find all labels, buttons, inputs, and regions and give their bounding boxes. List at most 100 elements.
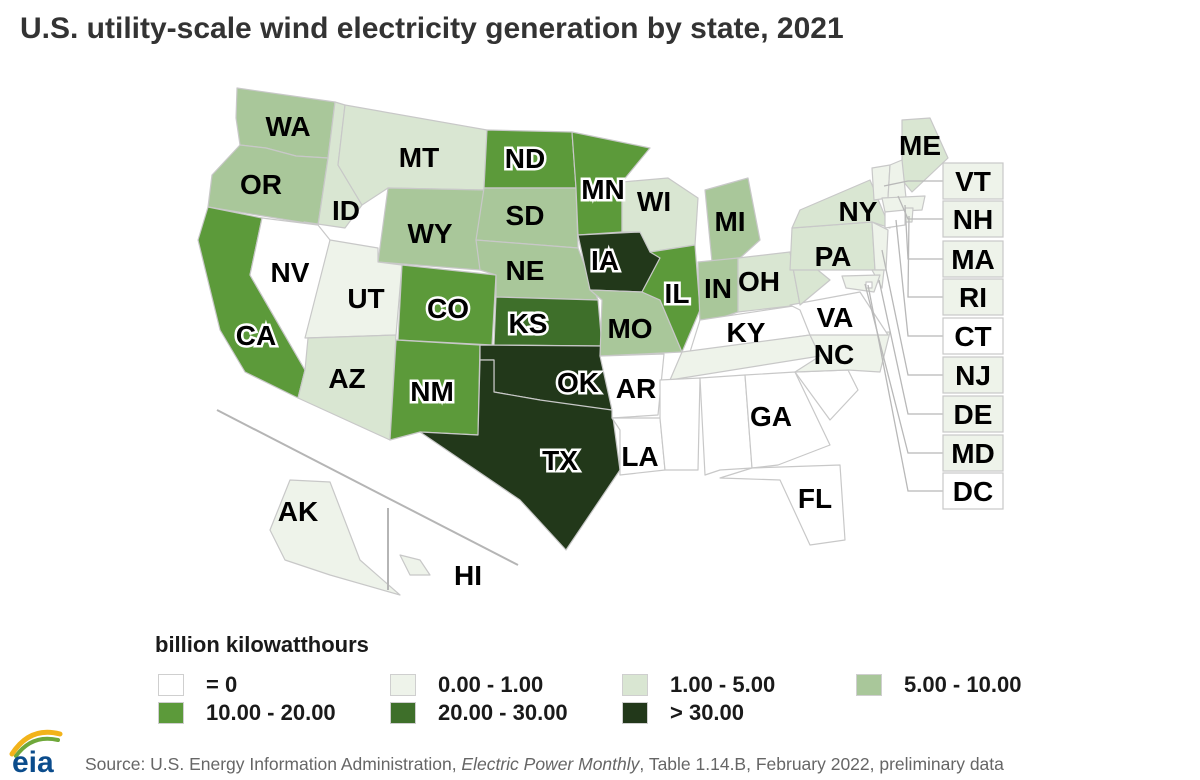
state-al <box>699 374 753 476</box>
state-label-nh: NH <box>953 204 993 235</box>
legend-item-b4: 20.00 - 30.00 <box>390 700 568 726</box>
state-label-ne: NE <box>506 255 545 286</box>
state-label-sd: SD <box>506 200 545 231</box>
state-label-wa: WA <box>265 111 310 142</box>
source-prefix: Source: U.S. Energy Information Administ… <box>85 754 462 774</box>
state-label-ga: GA <box>750 401 792 432</box>
state-label-de: DE <box>954 399 993 430</box>
legend-item-b5: > 30.00 <box>622 700 744 726</box>
state-ma <box>881 195 926 213</box>
state-ct <box>884 209 906 229</box>
state-ny <box>791 179 891 229</box>
state-label-az: AZ <box>328 363 365 394</box>
state-label-co: CO <box>427 293 469 324</box>
state-box-nj <box>942 356 1004 394</box>
source-suffix: , Table 1.14.B, February 2022, prelimina… <box>639 754 1004 774</box>
legend-label: > 30.00 <box>670 700 745 725</box>
eia-logo-text: eia <box>12 746 54 776</box>
state-label-mn: MN <box>581 174 625 205</box>
legend-title: billion kilowatthours <box>155 632 369 657</box>
state-label-in: IN <box>704 273 732 304</box>
legend-swatch <box>622 702 648 724</box>
state-ga <box>744 371 831 469</box>
page-title: U.S. utility-scale wind electricity gene… <box>20 12 844 45</box>
legend-label: 10.00 - 20.00 <box>206 700 336 725</box>
state-label-ks: KS <box>509 308 548 339</box>
state-label-or: OR <box>240 169 282 200</box>
state-label-va: VA <box>817 302 854 333</box>
state-box-ct <box>942 317 1004 355</box>
state-label-oh: OH <box>738 266 780 297</box>
state-label-nj: NJ <box>955 360 991 391</box>
leader-line-ri <box>907 215 943 298</box>
state-label-me: ME <box>899 130 941 161</box>
legend-swatch <box>158 674 184 696</box>
state-la <box>611 417 666 476</box>
legend-item-zero: = 0 <box>158 672 237 698</box>
legend-item-b1: 1.00 - 5.00 <box>622 672 775 698</box>
state-label-il: IL <box>665 278 690 309</box>
state-label-ca: CA <box>236 320 276 351</box>
leader-line-nj <box>881 249 943 376</box>
eia-logo: eia <box>9 729 63 776</box>
state-label-nc: NC <box>814 339 854 370</box>
state-label-mt: MT <box>399 142 439 173</box>
state-label-id: ID <box>332 195 360 226</box>
legend-label: 0.00 - 1.00 <box>438 672 544 697</box>
legend-swatch <box>158 702 184 724</box>
state-box-dc <box>942 472 1004 510</box>
state-il <box>641 244 701 353</box>
state-box-de <box>942 395 1004 433</box>
legend-label: 1.00 - 5.00 <box>670 672 776 697</box>
leader-line-nh <box>897 195 943 220</box>
legend-item-b0: 0.00 - 1.00 <box>390 672 543 698</box>
legend-item-b3: 10.00 - 20.00 <box>158 700 336 726</box>
state-label-ny: NY <box>839 196 878 227</box>
state-box-nh <box>942 200 1004 238</box>
state-label-wi: WI <box>637 186 671 217</box>
state-box-md <box>942 434 1004 472</box>
state-label-nm: NM <box>410 376 454 407</box>
state-label-hi: HI <box>454 560 482 591</box>
state-md <box>841 274 881 293</box>
state-mi <box>704 177 761 263</box>
state-ar <box>599 353 665 419</box>
state-label-mi: MI <box>714 206 745 237</box>
state-fl <box>719 464 846 546</box>
legend-label: = 0 <box>206 672 238 697</box>
leader-line-de <box>878 279 943 415</box>
source-note: Source: U.S. Energy Information Administ… <box>85 754 1004 775</box>
state-ms <box>659 377 701 471</box>
legend-swatch <box>856 674 882 696</box>
legend-label: 5.00 - 10.00 <box>904 672 1022 697</box>
legend-item-b2: 5.00 - 10.00 <box>856 672 1021 698</box>
leader-line-ct <box>895 219 943 337</box>
inset-divider-diagonal <box>216 409 519 566</box>
state-label-wy: WY <box>407 218 452 249</box>
source-publication: Electric Power Monthly <box>461 754 640 774</box>
state-label-ok: OK <box>557 367 599 398</box>
state-label-ia: IA <box>591 245 619 276</box>
state-label-nv: NV <box>271 257 310 288</box>
leader-line-dc <box>867 284 943 492</box>
state-hi <box>399 554 431 576</box>
state-label-dc: DC <box>953 476 993 507</box>
legend-swatch <box>390 674 416 696</box>
state-label-la: LA <box>621 441 658 472</box>
legend-swatch <box>390 702 416 724</box>
state-label-mo: MO <box>607 313 652 344</box>
state-label-ut: UT <box>347 283 384 314</box>
state-box-ma <box>942 240 1004 278</box>
us-choropleth-map: VT NH MA RI CT NJ DE MD DC WA OR CA NV ID MT WY UT AZ CO N… <box>197 87 1004 596</box>
state-label-ky: KY <box>727 317 766 348</box>
state-label-md: MD <box>951 438 995 469</box>
state-label-ar: AR <box>616 373 656 404</box>
state-label-ma: MA <box>951 244 995 275</box>
state-nj <box>871 221 889 271</box>
leader-line-vt <box>883 180 943 187</box>
state-label-tx: TX <box>542 445 578 476</box>
state-label-pa: PA <box>815 241 852 272</box>
state-ak <box>269 479 401 596</box>
state-label-fl: FL <box>798 483 832 514</box>
legend-label: 20.00 - 30.00 <box>438 700 568 725</box>
